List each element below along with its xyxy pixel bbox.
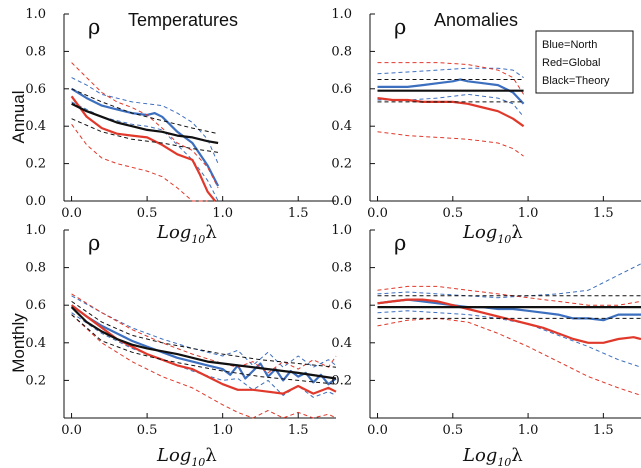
x-tick-label: 1.5 xyxy=(288,206,309,221)
y-tick-label: 0.8 xyxy=(25,261,46,276)
y-tick-label: 1.0 xyxy=(25,7,46,22)
y-tick-label: 0.4 xyxy=(331,336,352,351)
legend: Blue=North Red=Global Black=Theory xyxy=(535,30,634,94)
y-tick-label: 1.0 xyxy=(331,7,352,22)
y-tick-label: 1.0 xyxy=(331,223,352,238)
series-theory-upper xyxy=(71,88,219,135)
x-tick-label: 0.5 xyxy=(137,206,158,221)
panel-anomalies-annual: 0.0 0.5 1.0 1.5 0.0 0.2 0.4 0.6 0.8 1.0 ρ Anomalies… xyxy=(331,7,641,246)
series-global-lower xyxy=(71,124,208,202)
legend-global: Red=Global xyxy=(542,57,600,69)
x-axis-label: Log10λ xyxy=(156,222,217,246)
y-tick-label: 0.8 xyxy=(331,261,352,276)
x-axis-label-var: λ xyxy=(511,222,522,243)
series-theory-lower xyxy=(71,314,337,385)
y-tick-label: 0.0 xyxy=(25,194,46,209)
x-axis-label-base: Log xyxy=(156,445,191,466)
x-axis-label-var: λ xyxy=(511,445,522,466)
legend-theory: Black=Theory xyxy=(542,75,610,87)
series-theory-lower xyxy=(71,118,219,153)
x-axis-label: Log10λ xyxy=(462,445,523,468)
panel-title: Temperatures xyxy=(128,10,238,30)
x-tick-label: 1.5 xyxy=(593,423,614,438)
x-tick-label: 0.0 xyxy=(367,206,388,221)
rho-label: ρ xyxy=(394,15,406,39)
series-global-lower xyxy=(377,131,524,157)
legend-north: Blue=North xyxy=(542,39,597,51)
y-tick-label: 0.6 xyxy=(331,82,352,97)
y-tick-label: 0.2 xyxy=(25,157,46,172)
y-tick-label: 0.2 xyxy=(25,373,46,388)
series-theory-line xyxy=(71,102,219,145)
y-tick-label: 0.4 xyxy=(331,119,352,134)
x-tick-label: 0.5 xyxy=(442,423,463,438)
x-tick-label: 1.5 xyxy=(593,206,614,221)
x-tick-label: 1.0 xyxy=(212,423,233,438)
x-tick-label: 0.0 xyxy=(61,206,82,221)
x-axis-label-base: Log xyxy=(462,222,497,243)
series-north-lower xyxy=(71,312,337,398)
y-tick-label: 0.0 xyxy=(331,194,352,209)
x-tick-label: 0.5 xyxy=(137,423,158,438)
series-global-upper xyxy=(71,293,337,374)
series-north-upper xyxy=(377,67,524,79)
x-axis-label-base: Log xyxy=(156,222,191,243)
rho-label: ρ xyxy=(88,15,100,39)
y-tick-label: 1.0 xyxy=(25,223,46,238)
x-tick-label: 0.0 xyxy=(61,423,82,438)
series-global-line xyxy=(377,298,641,344)
series-north-line xyxy=(377,78,525,105)
x-axis-label-base: Log xyxy=(462,445,497,466)
series-global-line xyxy=(70,95,216,202)
y-tick-label: 0.8 xyxy=(25,44,46,59)
x-axis-label: Log10λ xyxy=(462,222,523,246)
series-north-line xyxy=(377,298,641,322)
series-theory-upper xyxy=(71,300,337,368)
legend-box xyxy=(535,30,634,94)
y-tick-label: 0.6 xyxy=(25,82,46,97)
x-axis-label: Log10λ xyxy=(156,445,217,468)
y-tick-label: 0.2 xyxy=(331,157,352,172)
row-label-monthly: Monthly xyxy=(9,313,28,373)
panel-temperatures-annual: 0.0 0.5 1.0 1.5 0.0 0.2 0.4 0.6 0.8 1.0 ρ Temperatu… xyxy=(25,7,336,246)
series-global-line xyxy=(377,97,525,128)
x-axis-label-sub: 10 xyxy=(497,456,511,468)
y-tick-label: 0.4 xyxy=(25,119,46,134)
y-tick-label: 0.6 xyxy=(331,298,352,313)
x-axis-label-sub: 10 xyxy=(191,456,205,468)
series-north-upper xyxy=(377,263,641,299)
y-tick-label: 0.6 xyxy=(25,298,46,313)
panel-title: Anomalies xyxy=(434,10,518,30)
series-theory-line xyxy=(70,306,337,380)
x-axis-label-sub: 10 xyxy=(497,233,511,246)
series-north-upper xyxy=(71,77,219,164)
series-global-lower xyxy=(377,317,641,396)
series-north-line xyxy=(71,87,220,187)
x-axis-label-sub: 10 xyxy=(191,233,205,246)
x-tick-label: 1.5 xyxy=(288,423,309,438)
y-tick-label: 0.4 xyxy=(25,336,46,351)
y-tick-label: 0.8 xyxy=(331,44,352,59)
y-tick-label: 0.2 xyxy=(331,373,352,388)
x-tick-label: 0.0 xyxy=(367,423,388,438)
rho-label: ρ xyxy=(394,231,406,255)
x-axis-label-var: λ xyxy=(205,222,216,243)
x-tick-label: 1.0 xyxy=(518,423,539,438)
series-global-upper xyxy=(71,62,219,189)
rho-label: ρ xyxy=(88,231,100,255)
row-label-annual: Annual xyxy=(9,91,28,144)
series-global-upper xyxy=(377,285,641,306)
x-tick-label: 0.5 xyxy=(442,206,463,221)
series-global-lower xyxy=(71,314,337,419)
series-global-upper xyxy=(377,62,525,95)
x-tick-label: 1.0 xyxy=(518,206,539,221)
x-tick-label: 1.0 xyxy=(212,206,233,221)
x-axis-label-var: λ xyxy=(205,445,216,466)
